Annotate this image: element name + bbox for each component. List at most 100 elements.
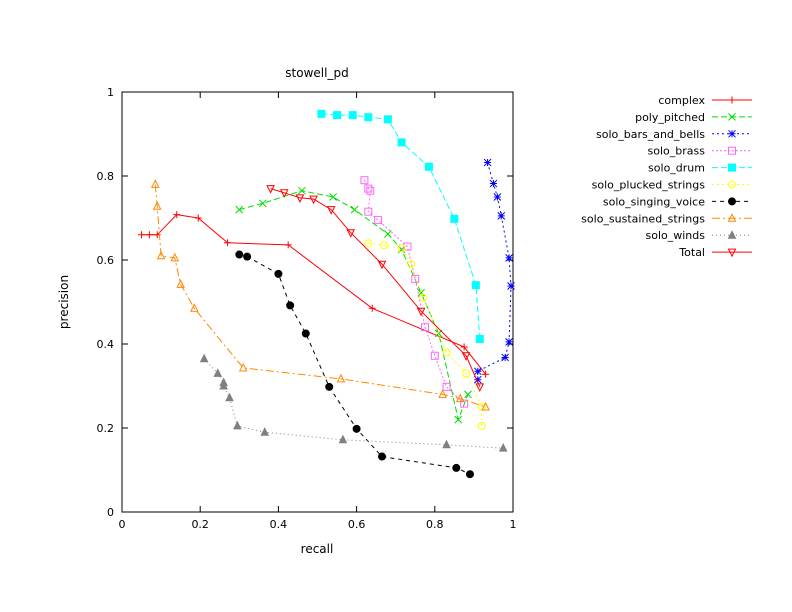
series-solo-winds xyxy=(199,353,508,452)
y-tick-label: 0.2 xyxy=(97,422,115,435)
data-point xyxy=(460,343,468,351)
data-point xyxy=(243,252,252,261)
data-point xyxy=(364,184,373,193)
data-point xyxy=(176,279,185,288)
data-point xyxy=(317,109,326,118)
legend-marker-solo-sustained-strings xyxy=(727,213,737,222)
legend-label-solo-plucked-strings: solo_plucked_strings xyxy=(592,179,706,192)
series-line-solo-brass xyxy=(363,179,465,404)
data-point xyxy=(507,282,515,290)
data-point xyxy=(419,293,428,302)
legend-label-complex: complex xyxy=(658,94,705,107)
data-point xyxy=(450,214,459,223)
legend-marker-poly-pitched xyxy=(728,113,736,121)
series-line-solo-drum xyxy=(321,113,481,340)
series-line-solo-plucked-strings xyxy=(368,242,483,426)
data-point xyxy=(473,375,482,384)
data-point xyxy=(309,195,318,205)
legend-marker-solo-winds xyxy=(727,230,737,239)
data-point xyxy=(442,439,451,449)
data-point xyxy=(364,207,373,216)
data-point xyxy=(416,307,426,317)
data-point xyxy=(360,176,369,185)
data-point xyxy=(397,244,406,253)
data-point xyxy=(417,288,425,297)
legend-label-solo-singing-voice: solo_singing_voice xyxy=(603,195,705,208)
data-point xyxy=(260,427,270,436)
legend-marker-solo-singing-voice xyxy=(728,197,736,206)
data-point xyxy=(279,189,289,198)
data-point xyxy=(266,185,275,194)
data-point xyxy=(350,205,359,214)
x-tick-label: 0.6 xyxy=(348,518,366,531)
data-point xyxy=(481,401,490,411)
data-point xyxy=(295,194,305,203)
series-line-solo-bars-and-bells xyxy=(477,162,512,380)
data-point xyxy=(489,179,498,188)
data-point xyxy=(505,338,513,346)
series-solo-drum xyxy=(317,109,484,343)
data-point xyxy=(199,353,209,363)
data-point xyxy=(348,111,357,120)
legend-label-total: Total xyxy=(678,246,705,259)
data-point xyxy=(497,212,506,220)
data-point xyxy=(482,370,490,378)
data-point xyxy=(452,463,461,472)
data-point xyxy=(475,383,485,392)
series-solo-bars-and-bells xyxy=(473,158,515,384)
series-line-solo-singing-voice xyxy=(239,254,471,475)
data-point xyxy=(461,352,471,361)
data-point xyxy=(477,421,486,430)
data-point xyxy=(213,368,223,377)
data-point xyxy=(454,415,463,424)
series-line-solo-sustained-strings xyxy=(154,184,486,408)
data-point xyxy=(258,199,267,208)
data-point xyxy=(383,115,392,124)
data-point xyxy=(138,231,146,239)
data-point xyxy=(462,369,471,378)
data-point xyxy=(377,260,387,270)
data-point xyxy=(219,380,228,390)
data-point xyxy=(465,470,474,479)
series-solo-plucked-strings xyxy=(364,239,486,430)
data-point xyxy=(235,205,244,214)
data-point xyxy=(397,138,406,147)
data-point xyxy=(325,382,334,391)
legend-label-solo-brass: solo_brass xyxy=(648,145,706,158)
legend-label-solo-drum: solo_drum xyxy=(648,162,705,175)
legend-marker-solo-brass xyxy=(728,146,736,155)
data-point xyxy=(284,241,292,249)
series-solo-singing-voice xyxy=(235,250,474,479)
legend-marker-solo-bars-and-bells xyxy=(728,129,736,138)
data-point xyxy=(364,113,373,122)
legend: complex poly_pitched solo_bars_and_bellsso… xyxy=(581,94,752,259)
data-point xyxy=(411,274,420,283)
data-point xyxy=(455,393,465,403)
data-point xyxy=(286,301,295,310)
series-solo-sustained-strings xyxy=(150,179,490,411)
x-axis-label: recall xyxy=(301,542,334,556)
data-point xyxy=(403,242,412,251)
series-line-solo-winds xyxy=(203,358,504,449)
series-complex xyxy=(138,211,490,378)
data-point xyxy=(233,420,242,430)
data-point xyxy=(460,399,469,408)
legend-marker-solo-plucked-strings xyxy=(728,180,736,189)
legend-marker-solo-drum xyxy=(728,163,736,172)
data-point xyxy=(238,362,248,372)
data-point xyxy=(501,353,510,362)
x-tick-label: 0.4 xyxy=(270,518,288,531)
chart-title: stowell_pd xyxy=(285,66,348,80)
data-point xyxy=(364,239,373,248)
data-point xyxy=(274,269,283,278)
data-point xyxy=(235,250,244,259)
data-point xyxy=(224,239,232,247)
data-point xyxy=(493,193,502,201)
data-point xyxy=(483,158,492,167)
data-point xyxy=(421,323,430,332)
data-point xyxy=(301,329,310,338)
data-point xyxy=(424,162,433,171)
y-axis-label: precision xyxy=(57,275,71,329)
series-total xyxy=(266,185,485,392)
x-tick-label: 0 xyxy=(119,518,126,531)
